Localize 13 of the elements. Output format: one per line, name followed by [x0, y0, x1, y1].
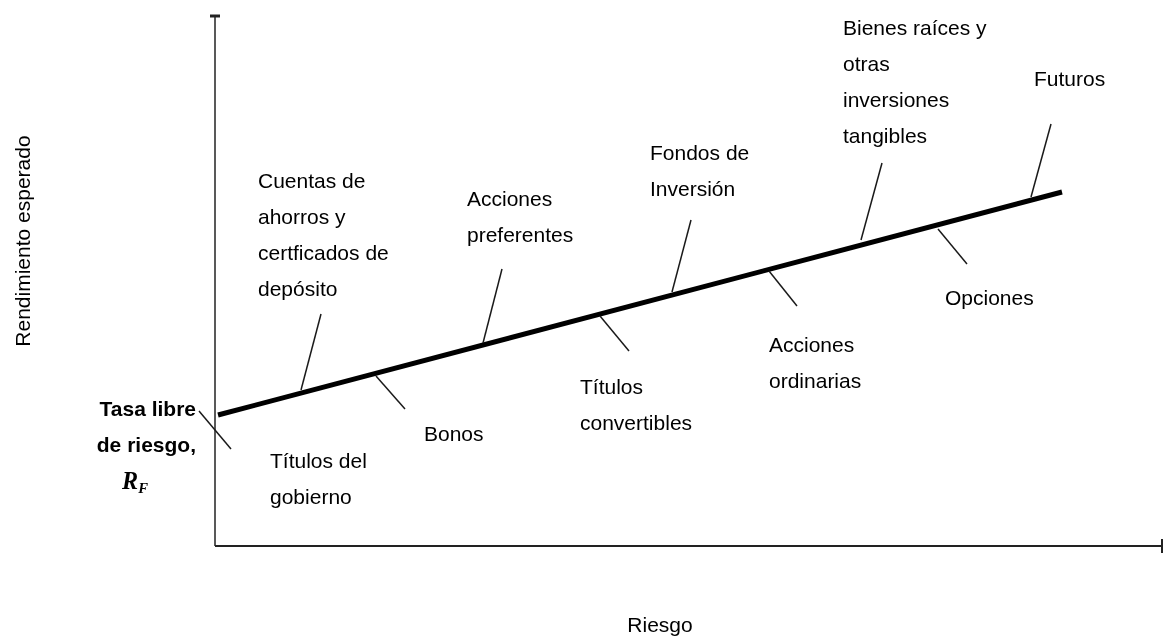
annotation: Bonos: [424, 421, 484, 445]
annotation: Opciones: [945, 285, 1034, 309]
annotation: Acciones ordinarias: [769, 332, 862, 392]
annotation: Fondos de Inversión: [650, 140, 750, 200]
text: Bienes raíces y otras inversiones tangibles: [843, 15, 988, 147]
y-axis-title: Rendimiento esperado: [10, 135, 34, 347]
annotation: Títulos del gobierno: [270, 448, 367, 508]
annotation: Cuentas de ahorros y certficados de depósito: [258, 168, 389, 300]
text: Futuros: [1034, 66, 1106, 90]
annotation: Acciones preferentes: [467, 186, 574, 246]
annotation: Tasa libre de riesgo, R$_{F}$: [96, 396, 196, 496]
x-axis-title: Riesgo: [627, 612, 693, 636]
annotation: Títulos convertibles: [580, 374, 693, 434]
